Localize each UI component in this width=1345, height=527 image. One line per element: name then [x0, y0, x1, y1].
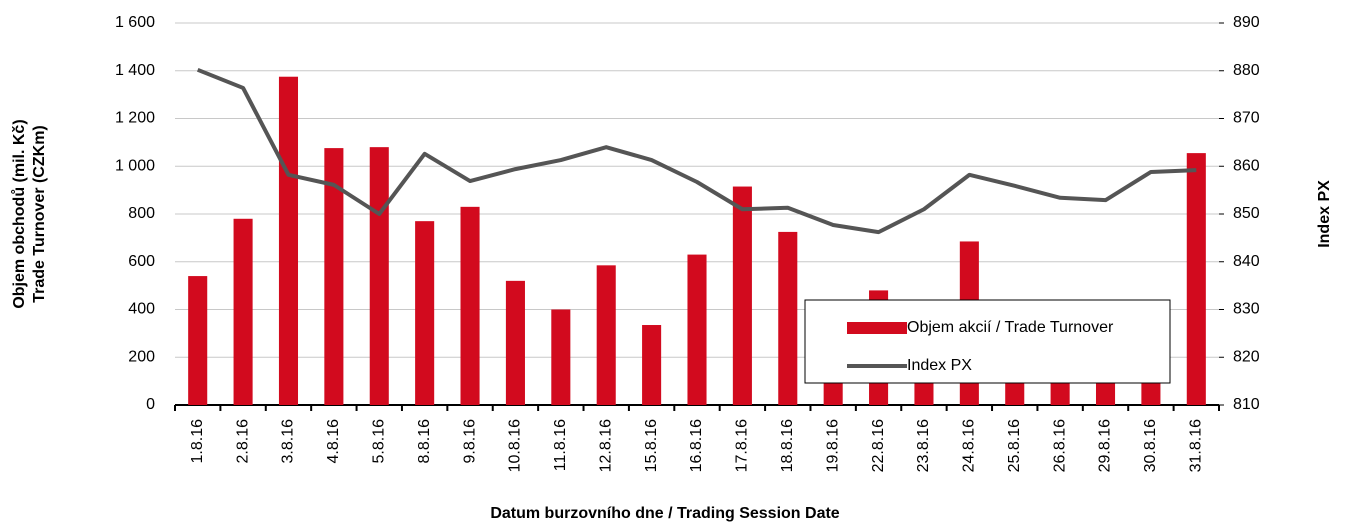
- bar: [415, 221, 435, 405]
- x-tick-label: 12.8.16: [597, 419, 614, 472]
- y2-axis-title: Index PX: [1316, 180, 1333, 248]
- bar: [278, 76, 299, 405]
- bar: [460, 206, 480, 405]
- legend-box: [804, 299, 1171, 384]
- legend-label: Index PX: [907, 357, 972, 374]
- line: [196, 67, 1197, 235]
- y-tick-label: 1 200: [115, 110, 155, 127]
- y-axis-title: Objem obchodů (mil. Kč): [11, 119, 28, 308]
- x-tick-label: 31.8.16: [1188, 419, 1205, 472]
- legend-swatch: [847, 322, 907, 334]
- bar: [188, 276, 208, 405]
- x-tick-label: 2.8.16: [234, 419, 251, 464]
- x-tick-label: 5.8.16: [370, 419, 387, 464]
- x-tick-label: 9.8.16: [461, 419, 478, 464]
- x-axis-title: Datum burzovního dne / Trading Session D…: [490, 505, 839, 522]
- x-tick-label: 30.8.16: [1142, 419, 1159, 472]
- bar: [551, 309, 571, 405]
- bar: [687, 254, 707, 405]
- x-tick-label: 10.8.16: [507, 419, 524, 472]
- y2-tick-label: 840: [1233, 253, 1260, 270]
- x-tick-label: 19.8.16: [824, 419, 841, 472]
- x-tick-label: 22.8.16: [870, 419, 887, 472]
- x-tick-label: 23.8.16: [915, 419, 932, 472]
- y-tick-label: 1 000: [115, 157, 155, 174]
- y2-tick-label: 890: [1233, 14, 1260, 31]
- y2-tick-label: 810: [1233, 396, 1260, 413]
- y2-tick-label: 830: [1233, 301, 1260, 318]
- x-tick-label: 15.8.16: [643, 419, 660, 472]
- y-tick-label: 200: [128, 348, 155, 365]
- bar: [778, 231, 798, 405]
- x-tick-label: 11.8.16: [552, 419, 569, 471]
- x-tick-label: 26.8.16: [1051, 419, 1068, 472]
- y-tick-label: 1 600: [115, 14, 155, 31]
- bar: [596, 265, 616, 405]
- y2-tick-label: 850: [1233, 205, 1260, 222]
- x-tick-label: 1.8.16: [189, 419, 206, 464]
- y-tick-label: 0: [146, 396, 155, 413]
- y-tick-label: 400: [128, 301, 155, 318]
- bar: [1186, 153, 1206, 405]
- bar: [642, 325, 662, 405]
- x-tick-label: 4.8.16: [325, 419, 342, 464]
- y-tick-label: 800: [128, 205, 155, 222]
- x-tick-label: 8.8.16: [416, 419, 433, 464]
- bar: [369, 147, 389, 405]
- y2-tick-label: 860: [1233, 157, 1260, 174]
- x-tick-label: 3.8.16: [280, 419, 297, 464]
- y-tick-label: 1 400: [115, 62, 155, 79]
- bar: [732, 186, 752, 405]
- bar: [324, 148, 344, 406]
- y-axis-title: Trade Turnover (CZKm): [31, 125, 48, 303]
- x-tick-label: 24.8.16: [961, 419, 978, 472]
- y2-tick-label: 880: [1233, 62, 1260, 79]
- x-tick-label: 29.8.16: [1097, 419, 1114, 472]
- y-tick-label: 600: [128, 253, 155, 270]
- x-tick-label: 25.8.16: [1006, 419, 1023, 472]
- bar: [505, 280, 525, 405]
- x-tick-label: 16.8.16: [688, 419, 705, 472]
- y2-tick-label: 820: [1233, 348, 1260, 365]
- y2-tick-label: 870: [1233, 110, 1260, 127]
- x-tick-label: 18.8.16: [779, 419, 796, 472]
- legend-label: Objem akcií / Trade Turnover: [907, 319, 1114, 336]
- x-tick-label: 17.8.16: [734, 419, 751, 472]
- bar: [233, 218, 253, 405]
